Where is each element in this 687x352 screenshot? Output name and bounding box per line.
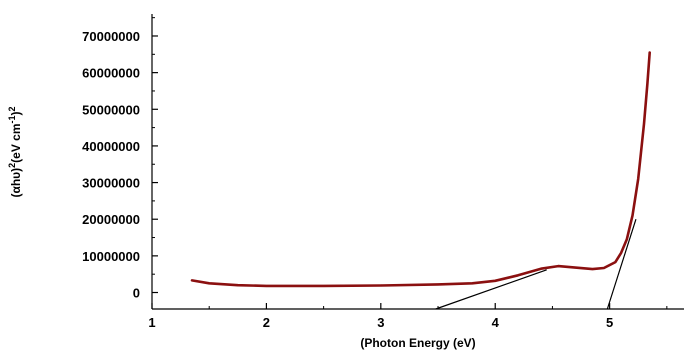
x-tick-label: 1	[148, 315, 155, 330]
x-tick-label: 4	[492, 315, 500, 330]
y-tick-label: 0	[133, 286, 140, 301]
y-axis: 0 10000000 20000000 30000000 40000000 5000000…	[82, 14, 158, 309]
y-tick-label: 10000000	[82, 249, 140, 264]
x-tick-label: 3	[377, 315, 384, 330]
x-axis: 1 2 3 4 5	[148, 303, 684, 330]
y-tick-label: 50000000	[82, 102, 140, 117]
x-tick-label: 5	[606, 315, 613, 330]
y-tick-label: 20000000	[82, 212, 140, 227]
y-tick-label: 40000000	[82, 139, 140, 154]
y-tick-label: 60000000	[82, 66, 140, 81]
y-tick-label: 30000000	[82, 176, 140, 191]
tangent-line	[435, 269, 547, 310]
y-axis-title: (αhυ)2(eV cm-1)2	[7, 106, 23, 197]
tangent-line	[606, 219, 637, 310]
x-axis-title: (Photon Energy (eV)	[360, 336, 475, 350]
plot-area	[190, 51, 651, 310]
y-tick-label: 70000000	[82, 29, 140, 44]
x-tick-label: 2	[263, 315, 270, 330]
series-line	[190, 51, 651, 288]
